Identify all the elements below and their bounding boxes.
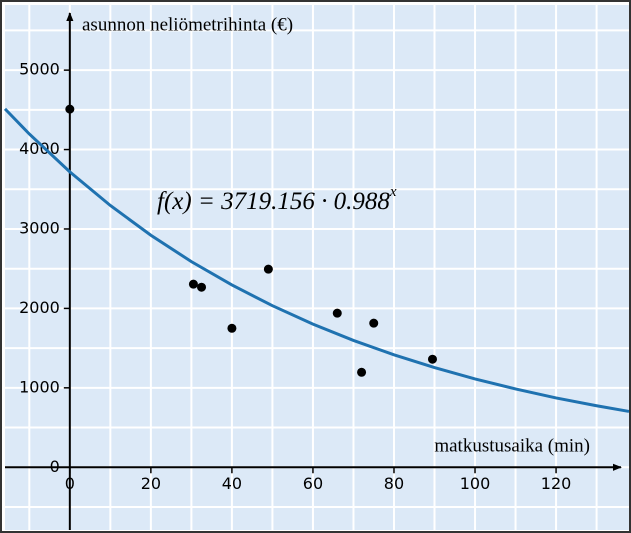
data-point: [188, 279, 198, 289]
data-point: [332, 308, 342, 318]
y-tick-label: 3000: [19, 218, 60, 237]
data-point: [263, 264, 273, 274]
annotation-exponent: x: [389, 184, 397, 200]
data-point: [369, 318, 379, 328]
x-tick-label: 20: [141, 474, 161, 493]
data-point: [227, 323, 237, 333]
x-tick-label: 60: [303, 474, 323, 493]
annotation: f(x) = 3719.156 · 0.988x: [157, 184, 397, 214]
data-point: [197, 282, 207, 292]
data-point: [357, 367, 367, 377]
y-tick-label: 1000: [19, 377, 60, 396]
x-tick-label: 100: [460, 474, 491, 493]
y-axis-label: asunnon neliömetrihinta (€): [82, 14, 293, 35]
x-tick-label: 120: [541, 474, 572, 493]
marks: [3, 104, 630, 413]
y-tick-label: 5000: [19, 60, 60, 79]
plot-area: [5, 5, 629, 530]
annotation-text: f(x) = 3719.156 · 0.988: [157, 188, 390, 215]
x-tick-label: 40: [222, 474, 242, 493]
data-point: [427, 354, 437, 364]
data-point: [65, 104, 75, 114]
y-tick-label: 2000: [19, 298, 60, 317]
y-tick-label: 0: [50, 457, 60, 476]
fit-curve: [3, 107, 630, 413]
x-axis-label: matkustusaika (min): [434, 435, 590, 456]
x-tick-label: 0: [65, 474, 75, 493]
x-tick-label: 80: [384, 474, 404, 493]
